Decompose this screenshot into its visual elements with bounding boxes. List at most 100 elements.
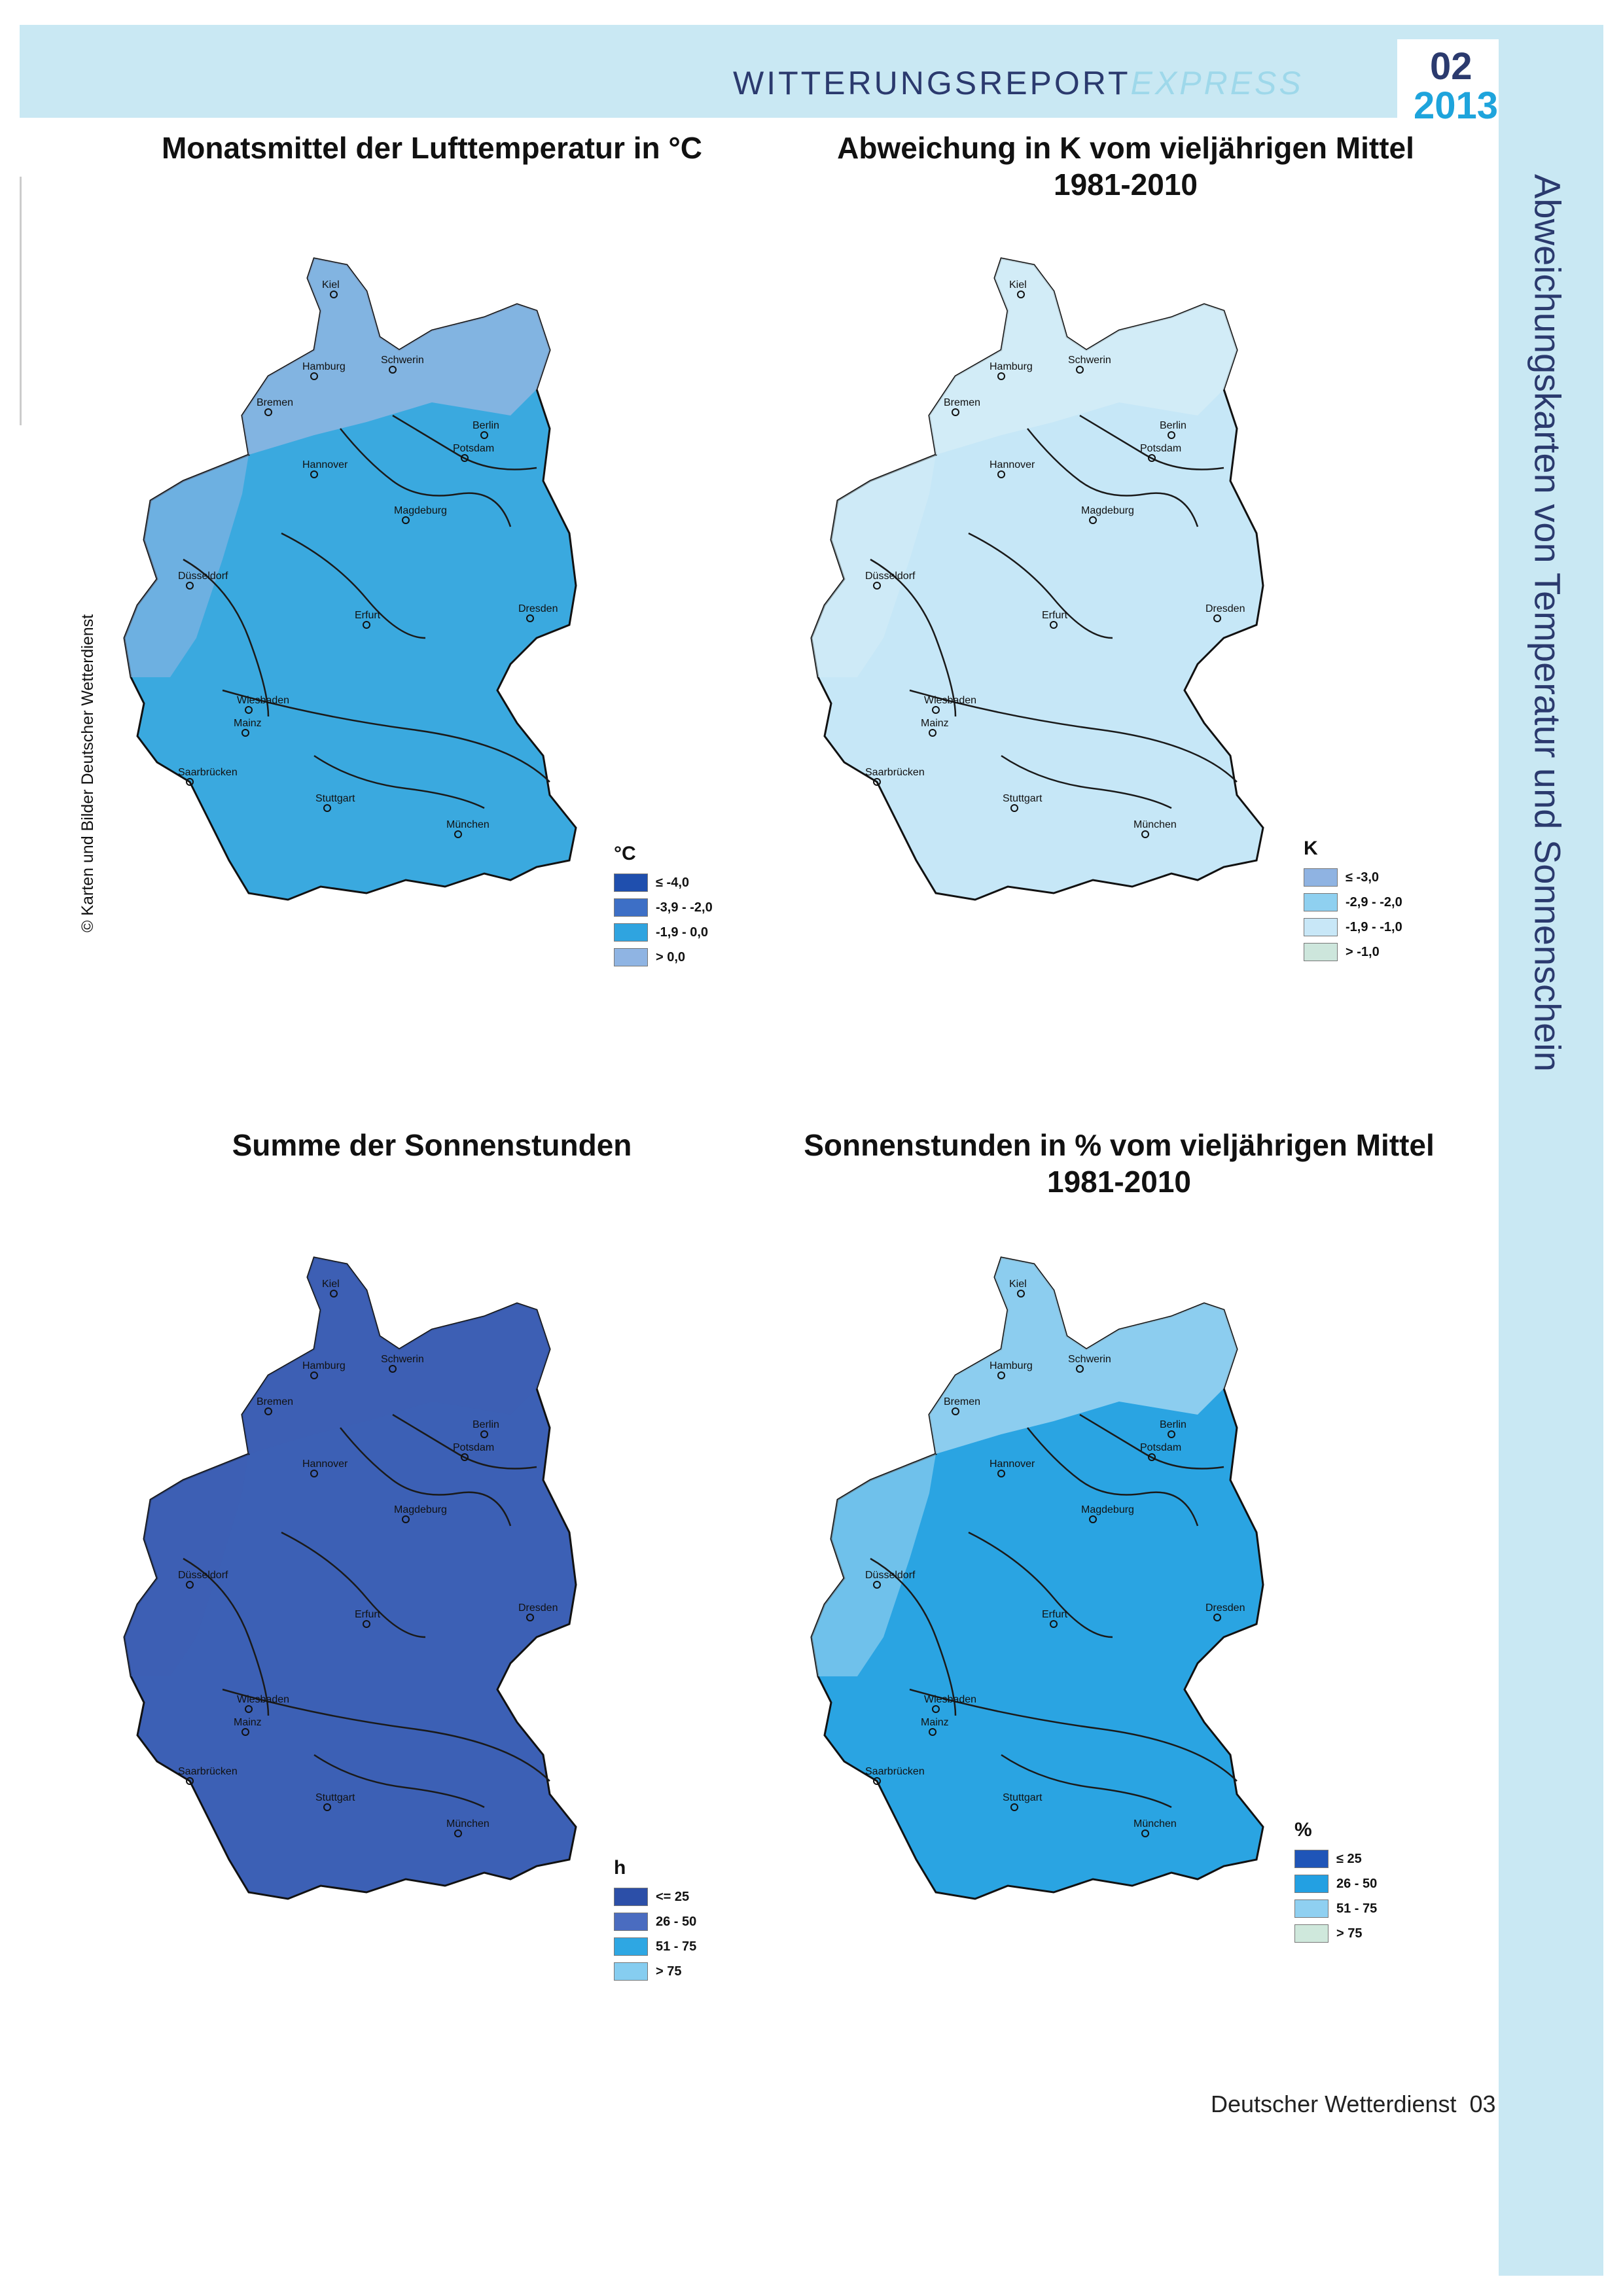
city-marker xyxy=(997,372,1005,380)
border-line xyxy=(222,689,550,783)
city-label: Hannover xyxy=(302,1458,348,1470)
border-line xyxy=(870,558,957,717)
city-marker xyxy=(480,431,488,439)
legend-temperature: °C ≤ -4,0 -3,9 - -2,0 -1,9 - 0,0 > 0,0 xyxy=(614,843,713,971)
border-line xyxy=(281,1531,426,1638)
city-label: Kiel xyxy=(322,279,340,291)
city-label: Kiel xyxy=(1009,279,1027,291)
city-label: Potsdam xyxy=(1140,1442,1181,1453)
map-title-sunshine-percent: Sonnenstunden in % vom vieljährigen Mitt… xyxy=(804,1128,1435,1199)
city-marker xyxy=(873,778,881,786)
city-label: Wiesbaden xyxy=(924,695,976,706)
city-label: Mainz xyxy=(234,1717,262,1728)
west-region xyxy=(124,455,249,677)
border-line xyxy=(1079,1413,1224,1470)
legend-item: -2,9 - -2,0 xyxy=(1304,891,1402,913)
city-label: München xyxy=(1133,1818,1177,1829)
city-label: Stuttgart xyxy=(315,1792,355,1803)
city-marker xyxy=(952,408,959,416)
city-label: Dresden xyxy=(518,1602,558,1614)
border-line xyxy=(1027,1427,1199,1527)
border-line xyxy=(909,689,1238,783)
issue-box xyxy=(1397,39,1502,131)
city-label: Düsseldorf xyxy=(178,571,228,582)
city-marker xyxy=(873,1581,881,1589)
legend-swatch xyxy=(1304,943,1338,961)
city-marker xyxy=(1010,804,1018,812)
footer-publisher: Deutscher Wetterdienst xyxy=(1211,2091,1457,2117)
legend-item: -1,9 - -1,0 xyxy=(1304,916,1402,938)
city-marker xyxy=(873,1777,881,1785)
city-marker xyxy=(932,1705,940,1713)
city-marker xyxy=(245,706,253,714)
legend-swatch xyxy=(614,898,648,917)
legend-item: 26 - 50 xyxy=(1294,1873,1377,1895)
city-marker xyxy=(1050,1620,1058,1628)
issue-number: 02 xyxy=(1430,45,1472,88)
legend-item: > 75 xyxy=(614,1960,696,1983)
city-label: Stuttgart xyxy=(1003,1792,1043,1803)
border-line xyxy=(340,428,512,527)
city-label: Kiel xyxy=(1009,1279,1027,1290)
border-line xyxy=(392,414,537,470)
city-label: Saarbrücken xyxy=(178,767,238,778)
city-marker xyxy=(264,1407,272,1415)
city-marker xyxy=(310,1470,318,1477)
city-marker xyxy=(402,516,410,524)
side-title: Abweichungskarten von Temperatur und Son… xyxy=(1527,174,1569,1072)
map-title-temperature-anomaly: Abweichung in K vom vieljährigen Mittel … xyxy=(837,131,1414,202)
city-marker xyxy=(323,1803,331,1811)
city-marker xyxy=(454,830,462,838)
border-line xyxy=(340,1427,512,1527)
legend-sunshine: h <= 25 26 - 50 51 - 75 > 75 xyxy=(614,1857,696,1985)
city-marker xyxy=(1017,1290,1025,1298)
city-marker xyxy=(1017,291,1025,298)
city-marker xyxy=(241,729,249,737)
city-label: Berlin xyxy=(473,1419,499,1430)
north-region xyxy=(242,258,550,455)
city-marker xyxy=(997,1371,1005,1379)
city-label: Berlin xyxy=(1160,420,1186,431)
border-line xyxy=(968,1531,1113,1638)
border-line xyxy=(1001,1754,1172,1809)
legend-swatch xyxy=(1304,918,1338,936)
city-marker xyxy=(1213,614,1221,622)
legend-unit: h xyxy=(614,1857,626,1879)
city-marker xyxy=(1141,830,1149,838)
city-label: Potsdam xyxy=(1140,443,1181,454)
north-region xyxy=(929,1258,1237,1454)
legend-item: 51 - 75 xyxy=(614,1935,696,1958)
side-band xyxy=(1499,25,1603,2276)
legend-temperature-anomaly: K ≤ -3,0 -2,9 - -2,0 -1,9 - -1,0 > -1,0 xyxy=(1304,838,1402,966)
page-footer: Deutscher Wetterdienst 03 xyxy=(1211,2091,1496,2118)
city-label: Hamburg xyxy=(302,1360,346,1371)
city-marker xyxy=(389,366,397,374)
city-label: Berlin xyxy=(473,420,499,431)
legend-swatch xyxy=(614,1937,648,1956)
border-line xyxy=(313,754,485,809)
report-title: WITTERUNGSREPORTEXPRESS xyxy=(733,65,1304,101)
city-marker xyxy=(929,729,936,737)
legend-swatch xyxy=(1304,893,1338,911)
city-marker xyxy=(461,454,469,462)
legend-unit: °C xyxy=(614,843,636,864)
city-label: Schwerin xyxy=(381,355,424,366)
city-label: Stuttgart xyxy=(1003,793,1043,804)
border-line xyxy=(1079,414,1224,470)
city-marker xyxy=(526,1614,534,1621)
city-label: Hannover xyxy=(302,459,348,470)
legend-swatch xyxy=(1294,1875,1329,1893)
city-marker xyxy=(873,582,881,590)
border-line xyxy=(281,532,426,639)
city-marker xyxy=(1076,1365,1084,1373)
city-marker xyxy=(997,1470,1005,1477)
copyright-note: © Karten und Bilder Deutscher Wetterdien… xyxy=(79,614,97,932)
city-marker xyxy=(310,1371,318,1379)
map-sunshine: Kiel Hamburg Schwerin Bremen Berlin Potsdam Ha… xyxy=(123,1256,577,1900)
legend-swatch xyxy=(614,1962,648,1981)
legend-swatch xyxy=(1294,1899,1329,1918)
legend-swatch xyxy=(1294,1850,1329,1868)
city-label: Magdeburg xyxy=(394,505,447,516)
header-band xyxy=(20,25,1499,118)
city-marker xyxy=(402,1515,410,1523)
